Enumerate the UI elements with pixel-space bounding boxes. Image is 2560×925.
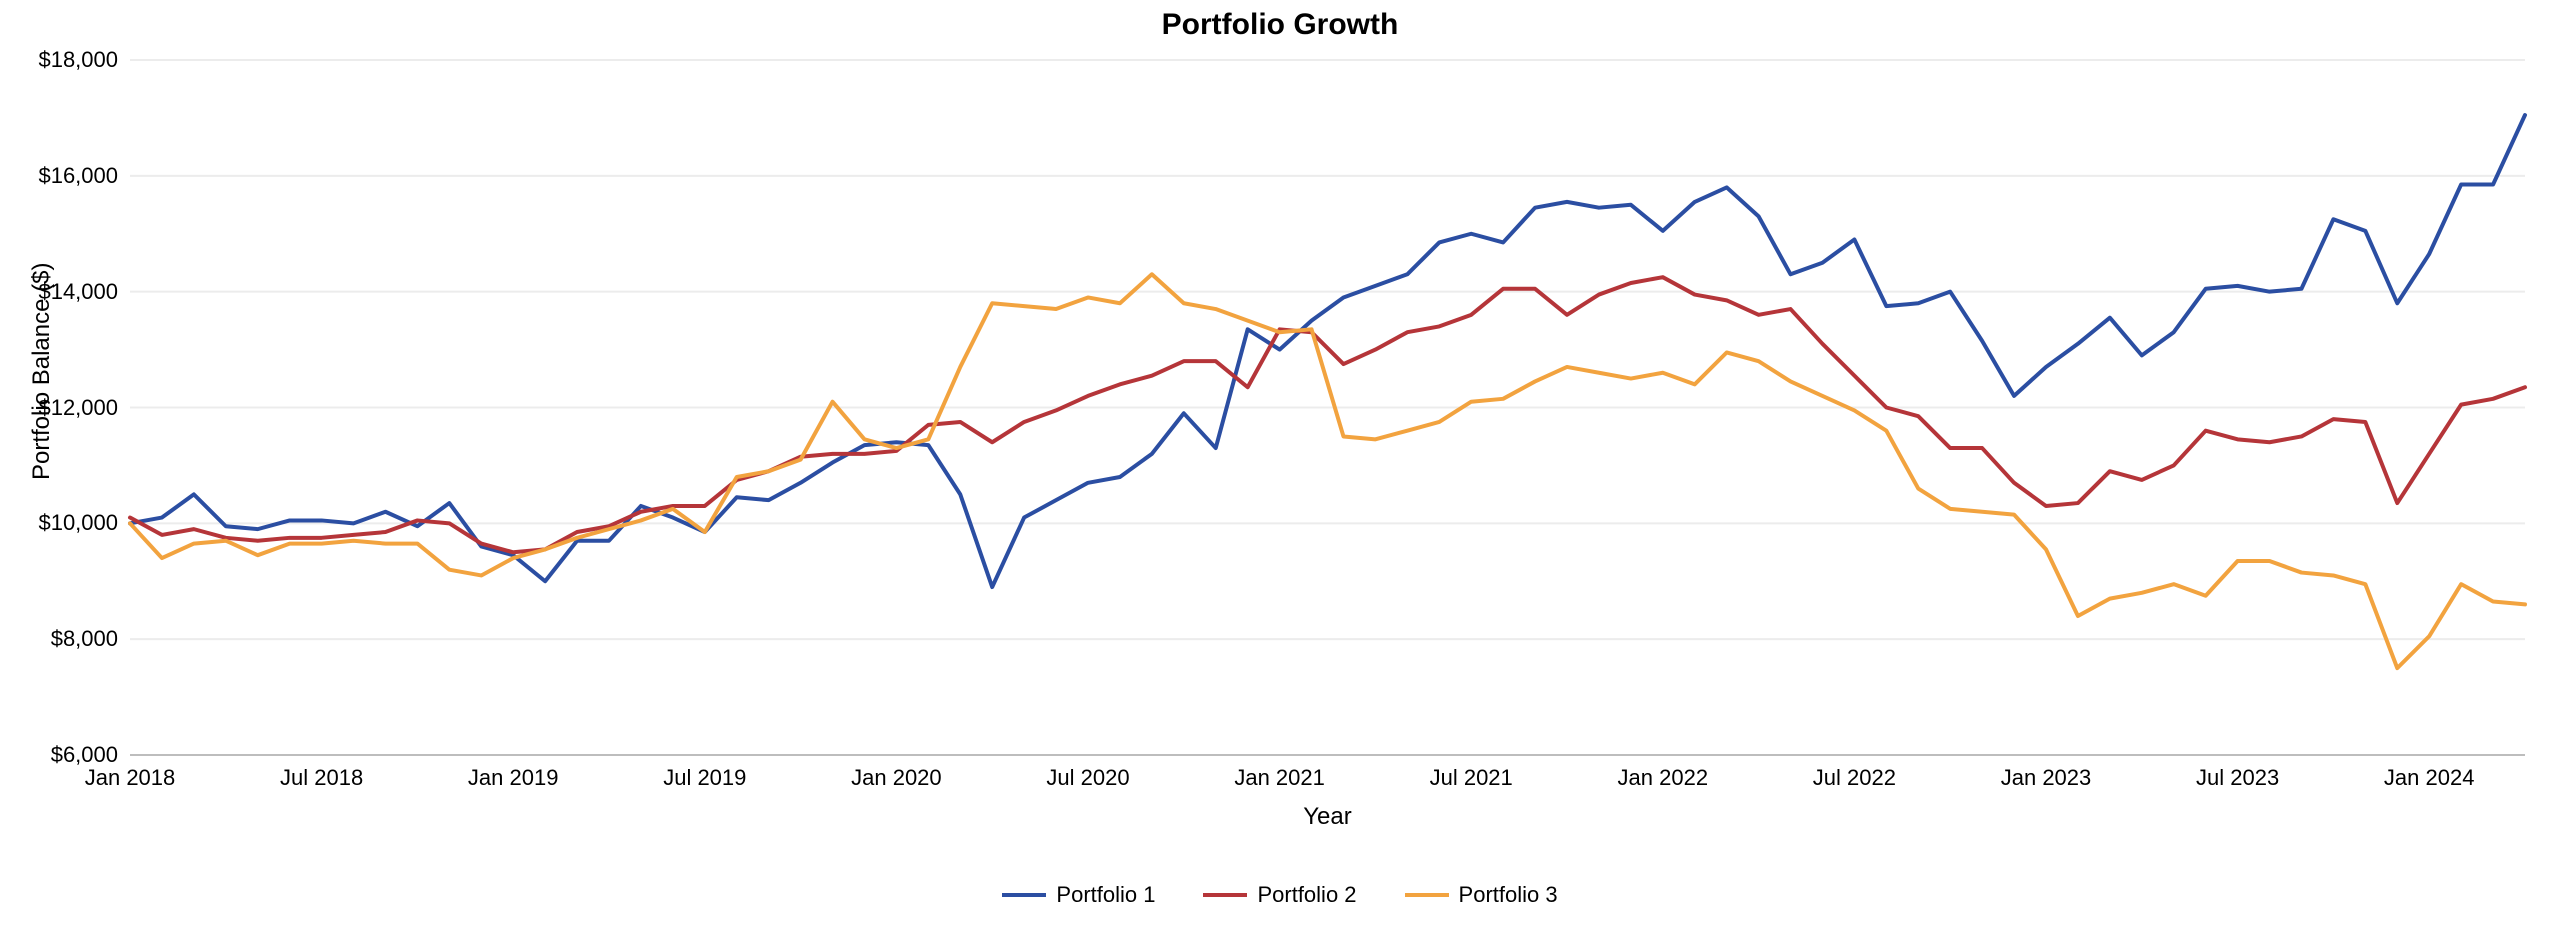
- legend-item: Portfolio 2: [1203, 882, 1356, 908]
- legend-swatch: [1002, 893, 1046, 897]
- legend-swatch: [1405, 893, 1449, 897]
- legend-swatch: [1203, 893, 1247, 897]
- legend-label: Portfolio 3: [1459, 882, 1558, 908]
- legend-label: Portfolio 1: [1056, 882, 1155, 908]
- series-line: [130, 115, 2525, 587]
- portfolio-growth-chart: Portfolio Growth Portfolio Balance ($) Y…: [0, 0, 2560, 925]
- chart-legend: Portfolio 1 Portfolio 2 Portfolio 3: [0, 882, 2560, 908]
- series-line: [130, 277, 2525, 552]
- legend-label: Portfolio 2: [1257, 882, 1356, 908]
- chart-plot-area: [0, 0, 2560, 925]
- legend-item: Portfolio 1: [1002, 882, 1155, 908]
- legend-item: Portfolio 3: [1405, 882, 1558, 908]
